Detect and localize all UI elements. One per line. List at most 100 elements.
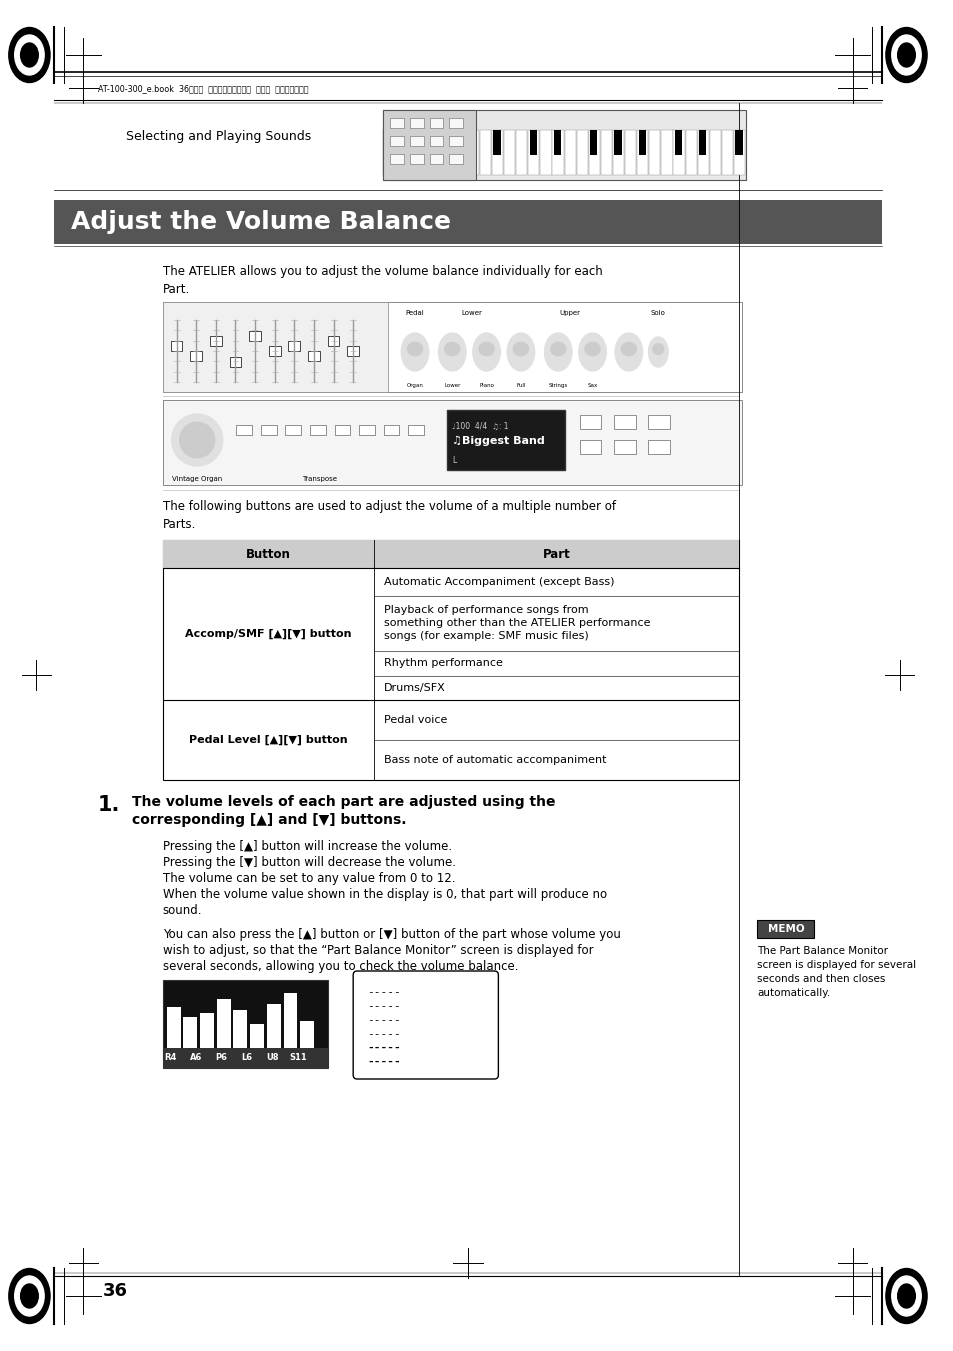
FancyBboxPatch shape xyxy=(410,118,423,128)
FancyBboxPatch shape xyxy=(709,130,720,176)
FancyBboxPatch shape xyxy=(171,340,182,351)
Text: -----: ----- xyxy=(367,1029,400,1039)
Text: Full: Full xyxy=(516,382,525,388)
FancyBboxPatch shape xyxy=(283,993,297,1048)
Text: Adjust the Volume Balance: Adjust the Volume Balance xyxy=(71,209,450,234)
FancyBboxPatch shape xyxy=(590,130,597,155)
FancyBboxPatch shape xyxy=(503,130,515,176)
Ellipse shape xyxy=(620,342,636,355)
Text: Organ: Organ xyxy=(406,382,423,388)
FancyBboxPatch shape xyxy=(230,357,241,366)
FancyBboxPatch shape xyxy=(382,109,745,180)
Text: You can also press the [▲] button or [▼] button of the part whose volume you: You can also press the [▲] button or [▼]… xyxy=(163,928,620,942)
Ellipse shape xyxy=(14,1275,44,1316)
FancyBboxPatch shape xyxy=(163,540,738,567)
FancyBboxPatch shape xyxy=(269,346,280,357)
Ellipse shape xyxy=(478,342,494,355)
FancyBboxPatch shape xyxy=(588,130,599,176)
Text: P6: P6 xyxy=(215,1054,228,1062)
FancyBboxPatch shape xyxy=(191,351,202,362)
FancyBboxPatch shape xyxy=(382,109,476,180)
FancyBboxPatch shape xyxy=(163,303,740,392)
Ellipse shape xyxy=(513,342,528,355)
Text: Part: Part xyxy=(542,547,570,561)
Text: -----: ----- xyxy=(367,1043,400,1052)
Text: Pedal: Pedal xyxy=(405,309,424,316)
FancyBboxPatch shape xyxy=(444,130,452,155)
Text: ♩100  4/4  ♫: 1: ♩100 4/4 ♫: 1 xyxy=(452,422,508,431)
FancyBboxPatch shape xyxy=(54,200,881,245)
FancyBboxPatch shape xyxy=(449,118,462,128)
FancyBboxPatch shape xyxy=(493,130,500,155)
FancyBboxPatch shape xyxy=(648,415,669,430)
FancyBboxPatch shape xyxy=(579,440,600,454)
Ellipse shape xyxy=(401,332,428,372)
Text: Transpose: Transpose xyxy=(302,476,337,482)
Ellipse shape xyxy=(473,332,499,372)
FancyBboxPatch shape xyxy=(456,130,466,176)
Text: Rhythm performance: Rhythm performance xyxy=(383,658,502,669)
Text: -----: ----- xyxy=(367,988,400,997)
FancyBboxPatch shape xyxy=(383,130,394,176)
Text: Upper: Upper xyxy=(558,309,579,316)
FancyBboxPatch shape xyxy=(649,130,659,176)
Text: songs (for example: SMF music files): songs (for example: SMF music files) xyxy=(383,631,588,640)
FancyBboxPatch shape xyxy=(539,130,551,176)
FancyBboxPatch shape xyxy=(327,336,339,346)
Ellipse shape xyxy=(9,27,50,82)
Text: Selecting and Playing Sounds: Selecting and Playing Sounds xyxy=(126,130,311,143)
FancyBboxPatch shape xyxy=(200,1013,213,1048)
Text: Playback of performance songs from: Playback of performance songs from xyxy=(383,605,588,615)
FancyBboxPatch shape xyxy=(613,130,623,176)
FancyBboxPatch shape xyxy=(614,440,635,454)
FancyBboxPatch shape xyxy=(431,130,442,176)
FancyBboxPatch shape xyxy=(395,130,406,176)
FancyBboxPatch shape xyxy=(624,130,636,176)
FancyBboxPatch shape xyxy=(516,130,527,176)
Ellipse shape xyxy=(438,332,465,372)
Text: Solo: Solo xyxy=(650,309,665,316)
FancyBboxPatch shape xyxy=(638,130,645,155)
Text: Drums/SFX: Drums/SFX xyxy=(383,684,445,693)
Text: ♫Biggest Band: ♫Biggest Band xyxy=(452,436,544,446)
Ellipse shape xyxy=(891,1275,921,1316)
Text: Part.: Part. xyxy=(163,282,190,296)
FancyBboxPatch shape xyxy=(267,1004,280,1048)
Text: The volume can be set to any value from 0 to 12.: The volume can be set to any value from … xyxy=(163,871,455,885)
FancyBboxPatch shape xyxy=(564,130,575,176)
Text: Bass note of automatic accompaniment: Bass note of automatic accompaniment xyxy=(383,755,605,765)
Text: sound.: sound. xyxy=(163,904,202,917)
Text: Pedal Level [▲][▼] button: Pedal Level [▲][▼] button xyxy=(189,735,347,746)
FancyBboxPatch shape xyxy=(163,303,388,392)
Ellipse shape xyxy=(584,342,599,355)
Text: The following buttons are used to adjust the volume of a multiple number of: The following buttons are used to adjust… xyxy=(163,500,616,513)
Text: S11: S11 xyxy=(289,1054,307,1062)
FancyBboxPatch shape xyxy=(529,130,537,155)
FancyBboxPatch shape xyxy=(183,1017,197,1048)
Ellipse shape xyxy=(891,35,921,76)
FancyBboxPatch shape xyxy=(163,1048,327,1069)
Text: Lower: Lower xyxy=(443,382,460,388)
Ellipse shape xyxy=(407,342,422,355)
FancyBboxPatch shape xyxy=(383,426,399,435)
FancyBboxPatch shape xyxy=(236,426,252,435)
FancyBboxPatch shape xyxy=(429,136,443,146)
FancyBboxPatch shape xyxy=(579,415,600,430)
Ellipse shape xyxy=(179,422,214,458)
FancyBboxPatch shape xyxy=(467,130,478,176)
FancyBboxPatch shape xyxy=(250,1024,264,1048)
FancyBboxPatch shape xyxy=(408,130,416,155)
FancyBboxPatch shape xyxy=(449,154,462,163)
FancyBboxPatch shape xyxy=(554,130,560,155)
FancyBboxPatch shape xyxy=(407,130,418,176)
FancyBboxPatch shape xyxy=(685,130,696,176)
Text: Lower: Lower xyxy=(461,309,482,316)
Ellipse shape xyxy=(652,343,663,354)
FancyBboxPatch shape xyxy=(577,130,587,176)
Ellipse shape xyxy=(172,413,222,466)
FancyBboxPatch shape xyxy=(660,130,672,176)
FancyBboxPatch shape xyxy=(163,400,740,485)
Ellipse shape xyxy=(550,342,565,355)
FancyBboxPatch shape xyxy=(167,1006,180,1048)
FancyBboxPatch shape xyxy=(757,920,814,938)
